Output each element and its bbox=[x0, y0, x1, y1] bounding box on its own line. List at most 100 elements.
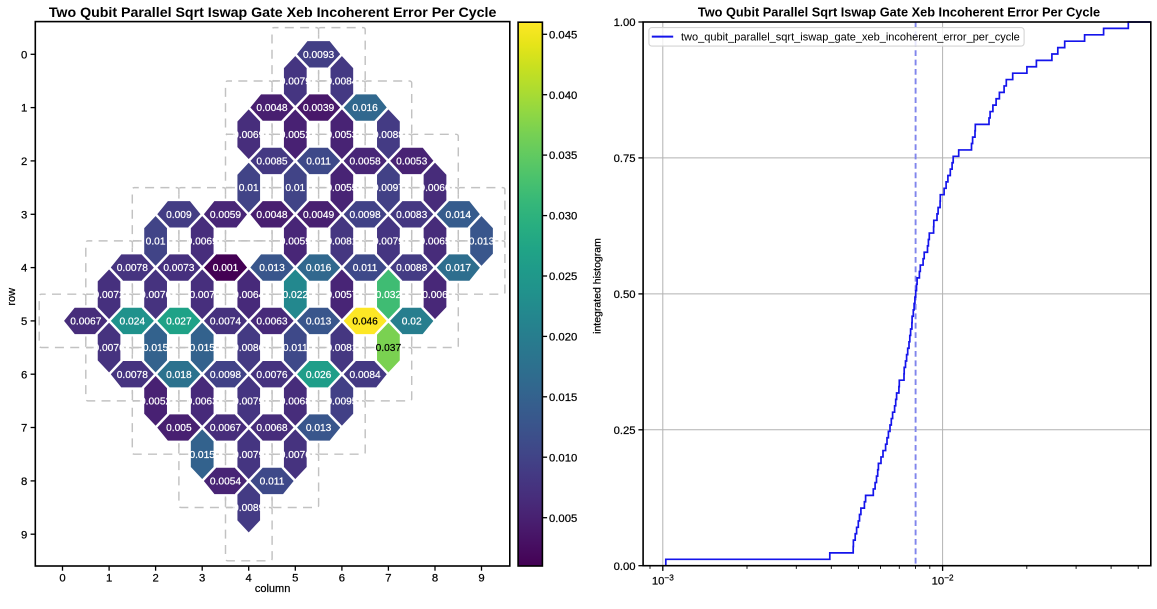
svg-text:0.01: 0.01 bbox=[285, 183, 305, 194]
svg-text:0.0088: 0.0088 bbox=[373, 130, 404, 141]
svg-text:0.0088: 0.0088 bbox=[396, 263, 427, 274]
svg-text:0.0079: 0.0079 bbox=[233, 397, 264, 408]
svg-text:9: 9 bbox=[21, 529, 27, 541]
svg-text:9: 9 bbox=[478, 573, 484, 585]
svg-text:0.0052: 0.0052 bbox=[280, 130, 311, 141]
svg-text:0.017: 0.017 bbox=[446, 263, 472, 274]
svg-text:6: 6 bbox=[339, 573, 345, 585]
svg-text:0.013: 0.013 bbox=[259, 263, 285, 274]
svg-text:0.015: 0.015 bbox=[189, 450, 215, 461]
svg-text:0.020: 0.020 bbox=[549, 332, 577, 344]
svg-text:0.011: 0.011 bbox=[306, 157, 331, 168]
svg-text:0.0053: 0.0053 bbox=[326, 130, 357, 141]
svg-text:10−2: 10−2 bbox=[932, 573, 954, 588]
svg-text:0.0054: 0.0054 bbox=[210, 477, 241, 488]
svg-text:0: 0 bbox=[21, 49, 27, 61]
svg-text:0.0081: 0.0081 bbox=[326, 237, 357, 248]
svg-text:0.015: 0.015 bbox=[549, 392, 577, 404]
svg-text:0.0063: 0.0063 bbox=[256, 317, 287, 328]
svg-text:0.02: 0.02 bbox=[402, 317, 422, 328]
svg-text:0.0063: 0.0063 bbox=[187, 397, 218, 408]
svg-text:0.0076: 0.0076 bbox=[94, 343, 125, 354]
svg-text:0.0066: 0.0066 bbox=[419, 183, 450, 194]
svg-text:8: 8 bbox=[21, 476, 27, 488]
svg-text:0.0048: 0.0048 bbox=[256, 210, 287, 221]
svg-text:0.0068: 0.0068 bbox=[280, 397, 311, 408]
svg-text:0.0057: 0.0057 bbox=[326, 290, 357, 301]
svg-text:0.001: 0.001 bbox=[213, 263, 239, 274]
svg-text:0.024: 0.024 bbox=[120, 317, 146, 328]
svg-text:0.0081: 0.0081 bbox=[326, 343, 357, 354]
svg-text:0.00: 0.00 bbox=[614, 561, 636, 573]
svg-text:integrated histogram: integrated histogram bbox=[592, 238, 604, 334]
svg-text:0.022: 0.022 bbox=[283, 290, 309, 301]
svg-text:0.01: 0.01 bbox=[239, 183, 259, 194]
svg-text:0.025: 0.025 bbox=[549, 271, 577, 283]
svg-text:0.015: 0.015 bbox=[189, 343, 215, 354]
svg-text:4: 4 bbox=[21, 263, 27, 275]
svg-text:0.0068: 0.0068 bbox=[256, 423, 287, 434]
svg-text:0.0079: 0.0079 bbox=[280, 77, 311, 88]
svg-text:0.005: 0.005 bbox=[166, 423, 192, 434]
svg-text:row: row bbox=[6, 288, 18, 306]
svg-text:0.026: 0.026 bbox=[306, 370, 332, 381]
svg-text:0.0069: 0.0069 bbox=[187, 237, 218, 248]
svg-text:0.046: 0.046 bbox=[352, 317, 378, 328]
svg-text:0.0039: 0.0039 bbox=[303, 103, 334, 114]
svg-text:0.032: 0.032 bbox=[376, 290, 402, 301]
svg-text:5: 5 bbox=[21, 316, 27, 328]
svg-text:0.011: 0.011 bbox=[260, 477, 285, 488]
svg-text:0.016: 0.016 bbox=[352, 103, 378, 114]
svg-text:10−3: 10−3 bbox=[652, 573, 674, 588]
svg-text:0.0085: 0.0085 bbox=[256, 157, 287, 168]
svg-text:0.037: 0.037 bbox=[376, 343, 402, 354]
svg-text:0.016: 0.016 bbox=[306, 263, 332, 274]
svg-text:0.0078: 0.0078 bbox=[117, 263, 148, 274]
svg-text:0.0084: 0.0084 bbox=[350, 370, 381, 381]
svg-text:1: 1 bbox=[106, 573, 112, 585]
svg-text:0.018: 0.018 bbox=[166, 370, 192, 381]
svg-text:0.0065: 0.0065 bbox=[419, 237, 450, 248]
svg-text:0.0073: 0.0073 bbox=[163, 263, 194, 274]
svg-text:0.25: 0.25 bbox=[614, 425, 636, 437]
svg-text:0.0083: 0.0083 bbox=[396, 210, 427, 221]
svg-text:0.0076: 0.0076 bbox=[280, 450, 311, 461]
svg-text:1: 1 bbox=[21, 103, 27, 115]
svg-text:0.011: 0.011 bbox=[283, 343, 308, 354]
svg-text:0.0052: 0.0052 bbox=[140, 397, 171, 408]
svg-text:0.0059: 0.0059 bbox=[280, 237, 311, 248]
svg-text:0.0059: 0.0059 bbox=[210, 210, 241, 221]
svg-text:0.005: 0.005 bbox=[549, 513, 577, 525]
svg-text:0.0097: 0.0097 bbox=[373, 183, 404, 194]
svg-text:0.0072: 0.0072 bbox=[94, 290, 125, 301]
svg-text:0.010: 0.010 bbox=[549, 452, 577, 464]
svg-text:0.75: 0.75 bbox=[614, 153, 636, 165]
svg-text:0.030: 0.030 bbox=[549, 211, 577, 223]
svg-text:0.035: 0.035 bbox=[549, 150, 577, 162]
svg-text:two_qubit_parallel_sqrt_iswap_: two_qubit_parallel_sqrt_iswap_gate_xeb_i… bbox=[681, 31, 1020, 43]
svg-text:1.00: 1.00 bbox=[614, 17, 636, 29]
svg-text:Two Qubit Parallel Sqrt Iswap: Two Qubit Parallel Sqrt Iswap Gate Xeb I… bbox=[698, 5, 1100, 20]
svg-text:0.0067: 0.0067 bbox=[210, 423, 241, 434]
svg-text:column: column bbox=[255, 583, 290, 595]
svg-text:0.007: 0.007 bbox=[189, 290, 215, 301]
svg-text:5: 5 bbox=[292, 573, 298, 585]
svg-text:2: 2 bbox=[21, 156, 27, 168]
svg-text:0.0067: 0.0067 bbox=[70, 317, 101, 328]
svg-text:0.0064: 0.0064 bbox=[233, 290, 264, 301]
svg-text:0.0084: 0.0084 bbox=[326, 77, 357, 88]
svg-text:0.01: 0.01 bbox=[146, 237, 166, 248]
svg-text:0.0093: 0.0093 bbox=[303, 50, 334, 61]
svg-text:0.0069: 0.0069 bbox=[233, 130, 264, 141]
svg-text:0.0079: 0.0079 bbox=[233, 450, 264, 461]
svg-text:0.0098: 0.0098 bbox=[210, 370, 241, 381]
svg-text:0.013: 0.013 bbox=[306, 317, 332, 328]
svg-text:0.0098: 0.0098 bbox=[350, 210, 381, 221]
svg-text:0.0053: 0.0053 bbox=[396, 157, 427, 168]
svg-text:0.0074: 0.0074 bbox=[210, 317, 241, 328]
svg-text:4: 4 bbox=[246, 573, 252, 585]
svg-text:3: 3 bbox=[21, 209, 27, 221]
svg-text:0.0048: 0.0048 bbox=[256, 103, 287, 114]
svg-text:0.0076: 0.0076 bbox=[256, 370, 287, 381]
svg-text:0.013: 0.013 bbox=[469, 237, 495, 248]
